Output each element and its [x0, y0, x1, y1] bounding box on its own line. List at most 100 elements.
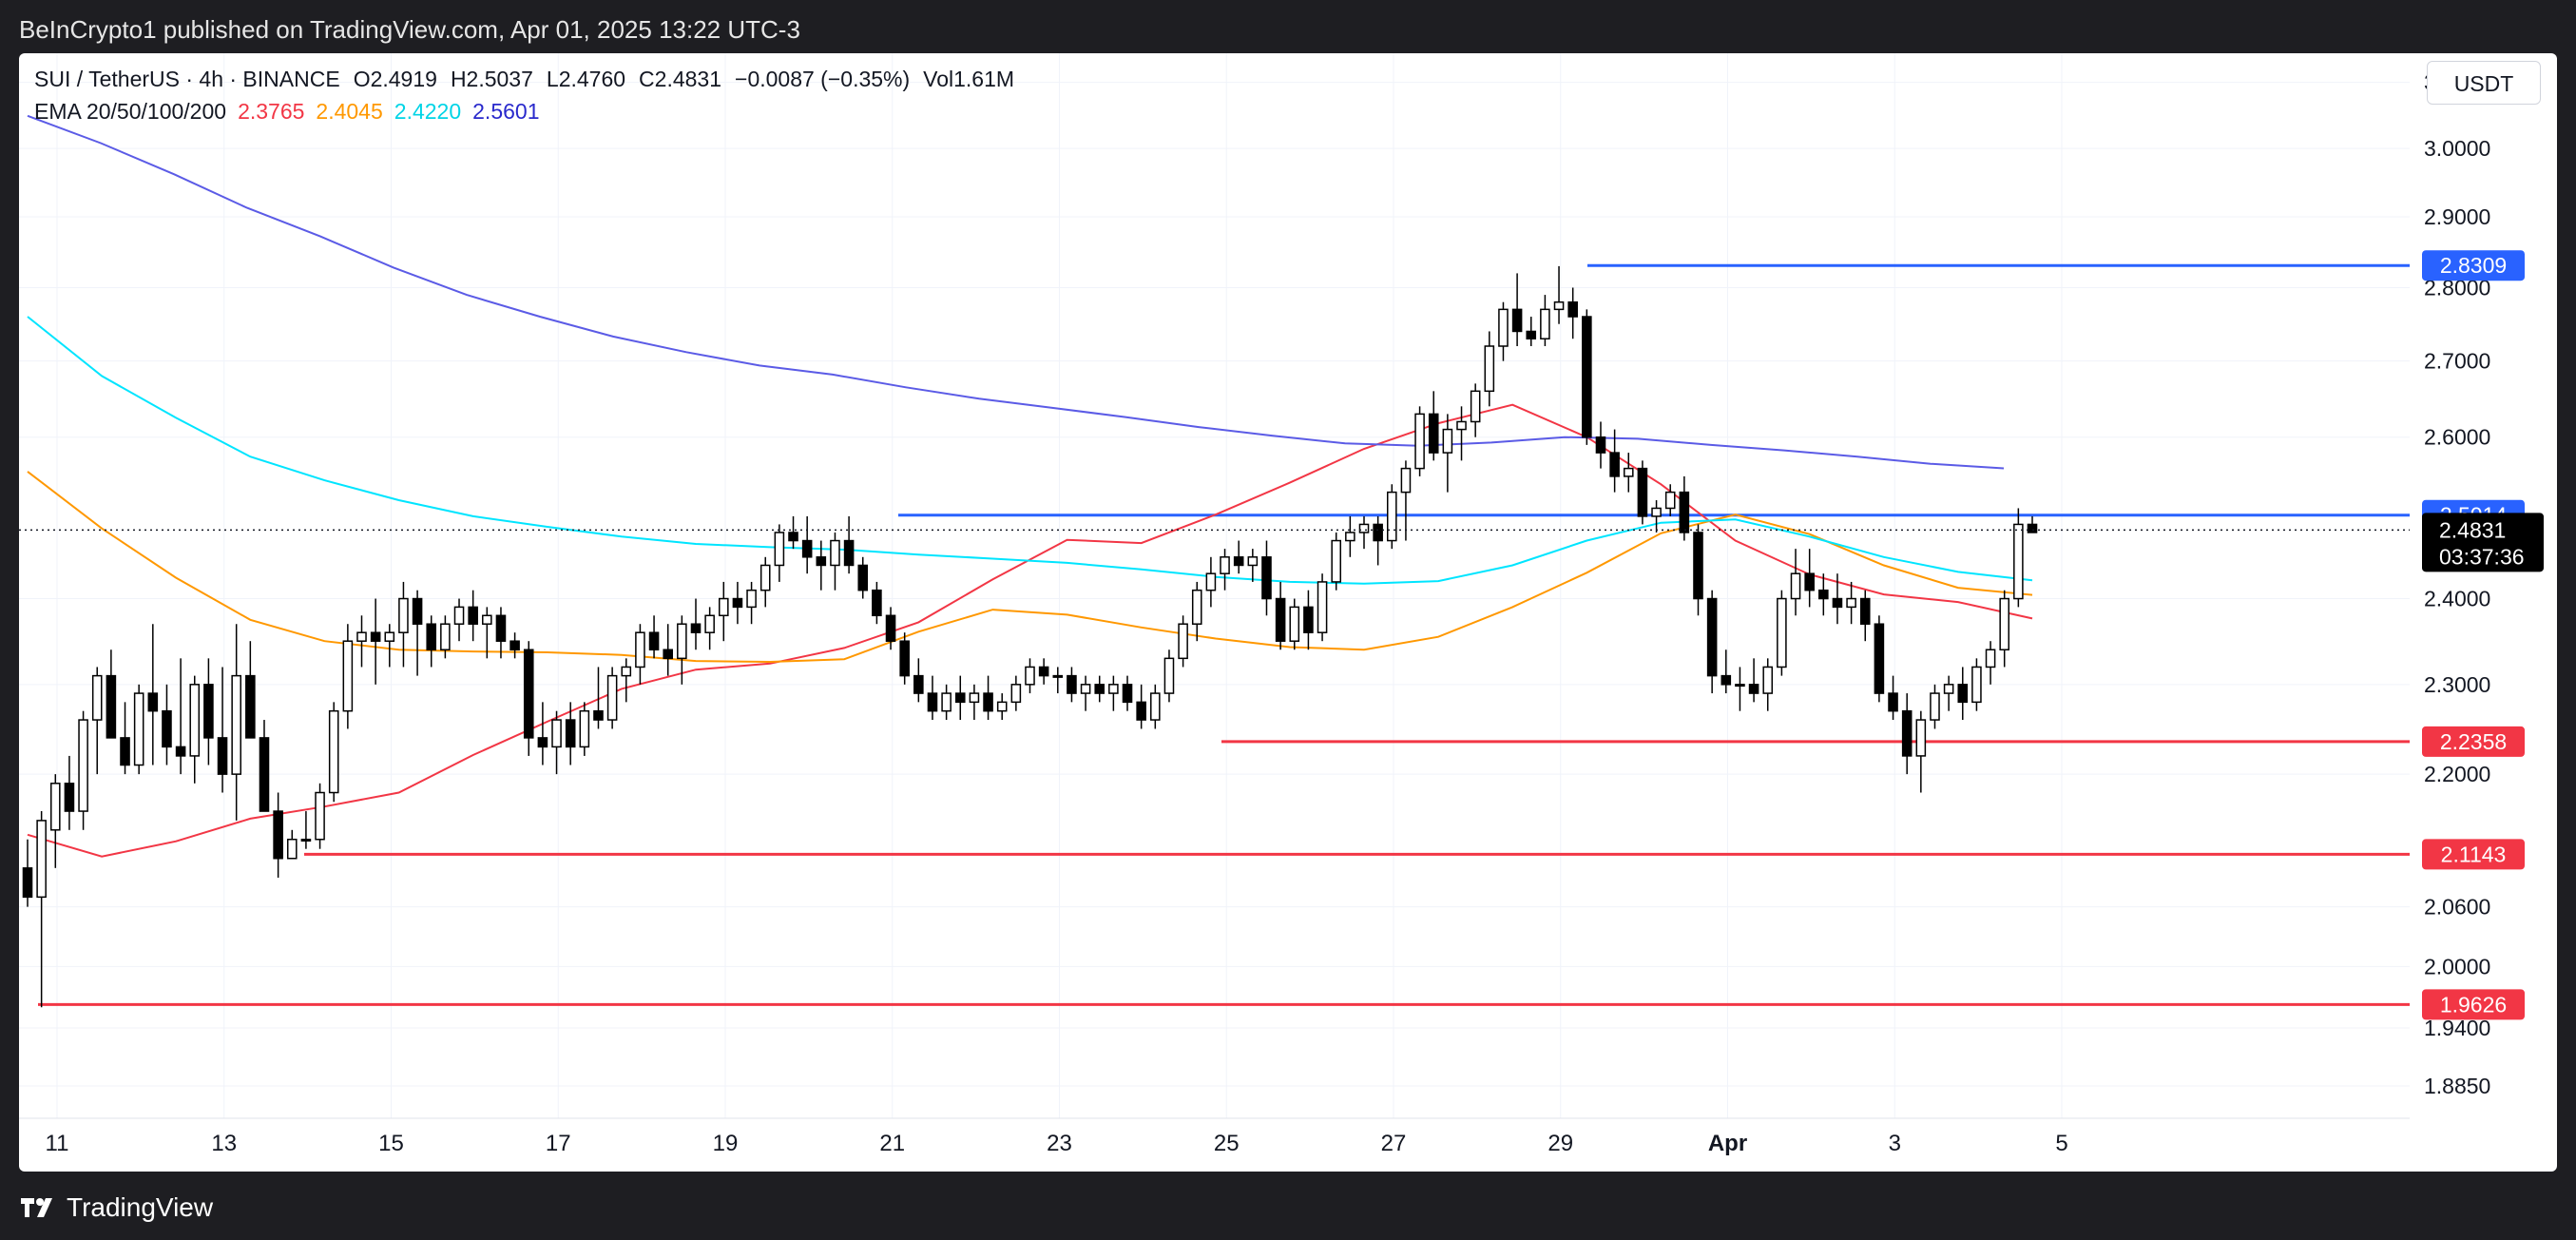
candle[interactable] [1038, 658, 1049, 685]
candle[interactable] [1957, 667, 1969, 721]
candle[interactable] [1108, 675, 1119, 711]
candle[interactable] [537, 702, 548, 765]
candle[interactable] [1804, 549, 1815, 608]
candle[interactable] [50, 774, 61, 868]
candle[interactable] [1261, 540, 1272, 616]
candle[interactable] [1511, 273, 1523, 347]
candle[interactable] [259, 720, 270, 812]
candle[interactable] [273, 792, 283, 878]
candle[interactable] [1679, 475, 1690, 541]
candle[interactable] [1067, 667, 1077, 703]
candle[interactable] [1442, 414, 1453, 493]
candle[interactable] [759, 556, 771, 608]
candle[interactable] [523, 641, 534, 756]
candle[interactable] [1317, 573, 1328, 642]
candle[interactable] [1637, 460, 1648, 525]
candle[interactable] [495, 607, 507, 659]
candle[interactable] [245, 641, 256, 739]
candle[interactable] [91, 667, 103, 775]
candle[interactable] [1888, 675, 1898, 721]
candle[interactable] [1706, 590, 1718, 694]
candle[interactable] [579, 702, 590, 756]
candle[interactable] [147, 624, 159, 765]
candle[interactable] [704, 607, 715, 650]
candle[interactable] [732, 581, 743, 625]
candle[interactable] [843, 515, 855, 574]
candle[interactable] [356, 615, 367, 668]
candle[interactable] [203, 658, 214, 765]
candle[interactable] [217, 667, 228, 793]
candle[interactable] [606, 667, 618, 729]
candle[interactable] [1289, 598, 1300, 650]
candle[interactable] [983, 675, 993, 721]
candle[interactable] [286, 829, 298, 860]
candle[interactable] [162, 684, 172, 765]
candle[interactable] [398, 581, 409, 668]
candle[interactable] [788, 515, 798, 550]
candle[interactable] [300, 811, 312, 849]
candle[interactable] [774, 524, 785, 582]
candle[interactable] [509, 632, 520, 659]
candle[interactable] [1122, 675, 1133, 711]
candle[interactable] [1025, 658, 1035, 694]
candle[interactable] [1971, 658, 1982, 711]
candle[interactable] [565, 702, 576, 765]
candle[interactable] [677, 615, 687, 685]
candle[interactable] [885, 607, 896, 650]
candle[interactable] [1052, 667, 1064, 694]
candle[interactable] [1790, 549, 1801, 616]
candle[interactable] [635, 624, 645, 685]
candle[interactable] [189, 675, 201, 784]
candle[interactable] [64, 755, 75, 830]
candle[interactable] [1136, 684, 1146, 729]
candle[interactable] [1693, 524, 1703, 616]
candle[interactable] [801, 515, 813, 574]
candle[interactable] [1915, 710, 1927, 793]
candle[interactable] [1553, 265, 1565, 324]
candle[interactable] [2013, 508, 2024, 608]
candle[interactable] [1930, 684, 1940, 729]
candle[interactable] [440, 615, 451, 659]
price-chart[interactable]: 3.10003.00002.90002.80002.70002.60002.40… [19, 53, 2557, 1172]
candle[interactable] [1247, 549, 1259, 582]
candle[interactable] [1943, 675, 1954, 711]
candle[interactable] [899, 632, 910, 685]
candle[interactable] [1205, 556, 1217, 608]
candle[interactable] [1428, 391, 1439, 461]
candle[interactable] [1498, 301, 1509, 361]
candle[interactable] [1609, 429, 1620, 493]
candle[interactable] [1303, 590, 1314, 650]
candle[interactable] [36, 811, 47, 1008]
candle[interactable] [969, 684, 980, 721]
candle[interactable] [133, 684, 144, 775]
candle[interactable] [1748, 658, 1759, 703]
candle[interactable] [1623, 453, 1634, 493]
candle[interactable] [1874, 615, 1885, 703]
candle[interactable] [690, 598, 702, 650]
candle[interactable] [593, 667, 604, 729]
candle[interactable] [1651, 500, 1662, 533]
candle[interactable] [1345, 515, 1355, 557]
candle[interactable] [941, 684, 952, 721]
candle[interactable] [1094, 675, 1105, 703]
candle[interactable] [1567, 287, 1578, 339]
candle[interactable] [1470, 383, 1481, 437]
candle[interactable] [342, 624, 354, 729]
candle[interactable] [175, 658, 186, 775]
candle[interactable] [1220, 549, 1230, 591]
candle[interactable] [1373, 515, 1383, 566]
candle[interactable] [1664, 484, 1676, 516]
candle[interactable] [482, 607, 492, 659]
candle[interactable] [996, 693, 1008, 721]
candle[interactable] [1178, 615, 1188, 668]
candle[interactable] [106, 649, 117, 739]
candle[interactable] [412, 590, 423, 676]
candle[interactable] [1999, 590, 2009, 668]
candle[interactable] [913, 658, 924, 703]
candle[interactable] [1484, 331, 1495, 407]
candle[interactable] [1526, 317, 1537, 347]
tradingview-logo[interactable]: TradingView [19, 1192, 213, 1223]
currency-button[interactable]: USDT [2427, 61, 2541, 105]
candle[interactable] [746, 581, 757, 625]
ema-label[interactable]: EMA 20/50/100/200 [34, 99, 227, 124]
